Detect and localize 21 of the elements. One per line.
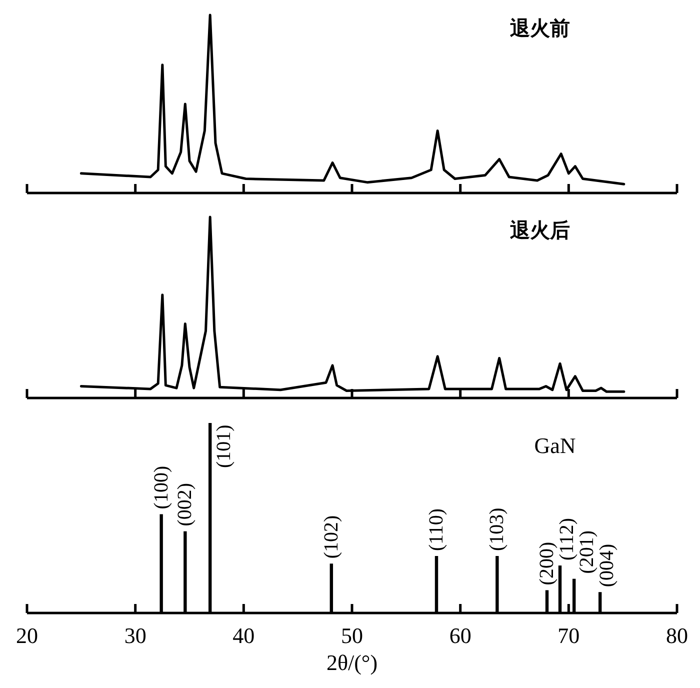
x-tick-label: 30 [124,623,146,648]
x-tick-label: 70 [558,623,580,648]
annotation: 退火前 [510,18,570,40]
value-label: (101) [213,424,236,468]
value-label: (103) [486,508,508,551]
value-label: (002) [174,482,196,526]
x-tick-label: 50 [341,623,363,648]
annotation: 退火后 [510,220,570,242]
x-tick-label: 20 [16,623,38,648]
value-label: (102) [320,515,342,559]
annotation: GaN [534,433,576,458]
x-axis-title: 2θ/(°) [326,650,378,675]
value-label: (201) [576,530,598,574]
value-label: (110) [426,508,448,551]
x-tick-label: 80 [666,623,688,648]
x-tick-label: 60 [449,623,472,648]
value-label: (100) [150,466,172,510]
value-label: (004) [596,544,618,588]
x-tick-label: 40 [232,623,255,648]
value-label: (200) [536,542,558,586]
value-label: (112) [556,518,578,560]
